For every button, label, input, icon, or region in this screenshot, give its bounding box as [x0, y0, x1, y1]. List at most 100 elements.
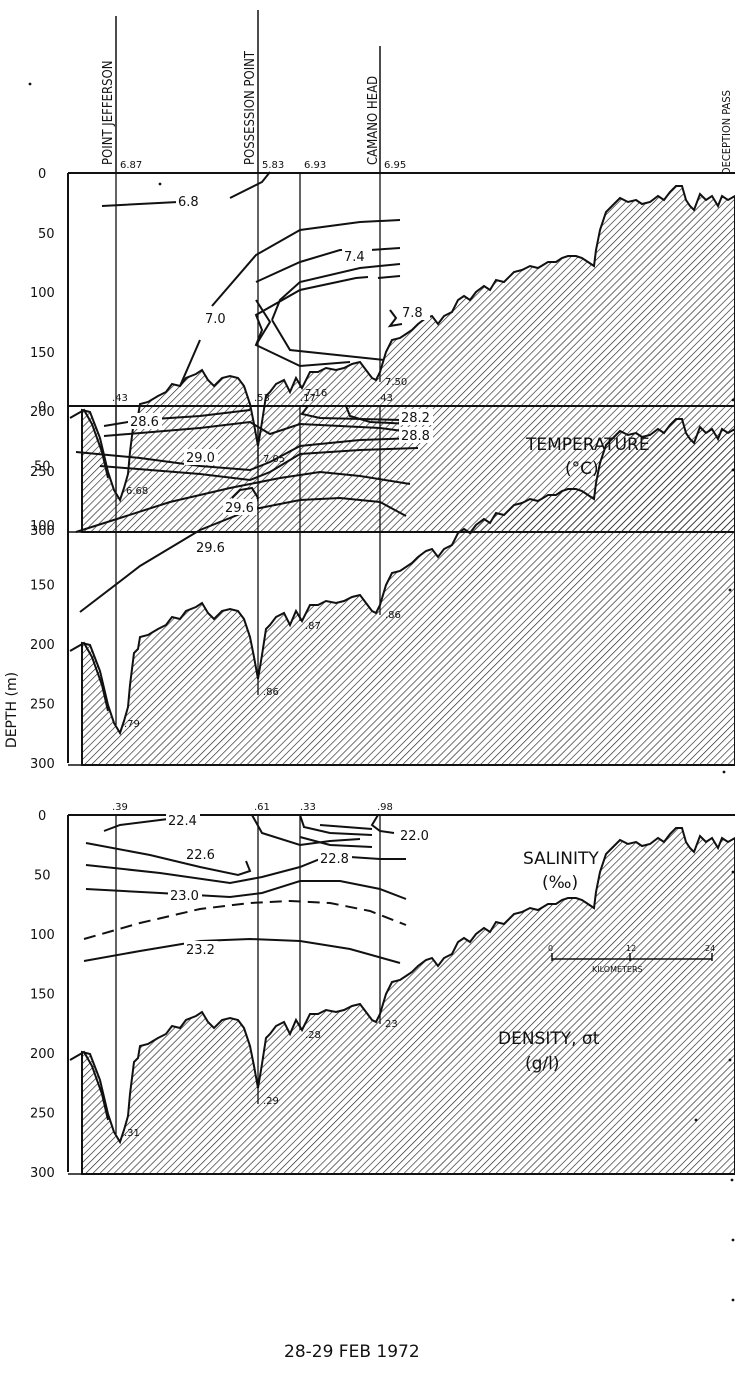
seafloor-bathymetry: [81, 827, 735, 1175]
panel-title: DENSITY, σt (g/l): [498, 1029, 600, 1074]
bottom-value: 7.50: [385, 377, 407, 388]
surface-values: .43 .53 .17 .43: [112, 393, 393, 404]
isoline-labels: 28.2 28.6 28.8 29.0 29.6 29.6: [128, 409, 433, 556]
stray-dot: [728, 588, 732, 592]
panel-title-line2: (‰): [542, 873, 578, 893]
bottom-values: .31 .29 .28 23: [124, 1019, 398, 1139]
depth-tick-label: 250: [30, 465, 55, 480]
bottom-value: .86: [385, 610, 401, 621]
station-label-deception-pass: DECEPTION PASS: [720, 90, 733, 175]
depth-tick-label: 200: [30, 405, 55, 420]
panel-title-line1: SALINITY: [523, 849, 599, 869]
surface-value: 5.83: [262, 160, 284, 171]
depth-tick-label: 200: [30, 1047, 55, 1062]
depth-tick-label: 0: [38, 809, 46, 824]
seafloor-outline-edge: [69, 408, 109, 479]
surface-value: 6.87: [120, 160, 142, 171]
panel-title-line1: DENSITY, σt: [498, 1029, 600, 1049]
surface-values: .39 .61 .33 .98: [112, 802, 393, 813]
figure-annotations: 0 12 24 KILOMETERS 28-29 FEB 1972 DEPTH (m): [4, 82, 735, 1362]
isoline-22.4: [103, 818, 169, 832]
bottom-value: .79: [124, 719, 140, 730]
depth-tick-label: 100: [30, 928, 55, 943]
seafloor-outline-edge: [69, 641, 109, 712]
y-axis-label: DEPTH (m): [4, 672, 20, 748]
bottom-value: 23: [385, 1019, 398, 1030]
stray-dot: [731, 468, 735, 472]
stray-dot: [731, 1238, 735, 1242]
density-panel: 0 50 100 150 200 250 300 .39 .61 .33 .98 .31 .29 .28 2…: [30, 802, 735, 1181]
stray-dot: [731, 398, 735, 402]
depth-tick-label: 50: [34, 869, 51, 884]
salinity-panel: 0 50 100 150 200 250 300 .43 .53 .17 .43 .79 .86 .87.…: [30, 393, 735, 893]
panel-title-line2: (°C): [565, 459, 599, 479]
stray-dot: [722, 770, 726, 774]
isoline-29.0b: [99, 447, 419, 482]
isoline-label: 22.0: [400, 829, 429, 844]
bottom-value: .86: [263, 687, 279, 698]
scale-tick-label: 12: [626, 944, 636, 953]
scale-bar: 0 12 24 KILOMETERS: [548, 944, 715, 974]
scale-bar-label: KILOMETERS: [592, 965, 643, 974]
depth-tick-label: 200: [30, 638, 55, 653]
isoline-7.4b: [254, 275, 401, 346]
depth-ticks: 0 50 100 150 200 250 300: [30, 167, 55, 539]
isoline-label: 7.8: [402, 306, 423, 321]
surface-values: 6.87 5.83 6.93 6.95: [120, 160, 406, 171]
depth-ticks: 0 50 100 150 200 250 300: [30, 809, 55, 1181]
depth-tick-label: 50: [34, 460, 51, 475]
isoline-label: 23.0: [170, 889, 199, 904]
isoline-28.6: [103, 409, 251, 427]
bottom-value: 6.68: [126, 486, 148, 497]
surface-value: .43: [377, 393, 393, 404]
stray-dot: [28, 82, 32, 86]
isoline-29.6-upper: [75, 470, 411, 533]
surface-value: .61: [254, 802, 270, 813]
station-labels: POINT JEFFERSON POSSESSION POINT CAMANO …: [101, 50, 733, 175]
surface-value: .43: [112, 393, 128, 404]
isotherm-labels: 6.8 7.0 7.4 7.8: [176, 193, 430, 327]
surface-value: .39: [112, 802, 128, 813]
station-cast-lines: [115, 406, 381, 725]
surface-value: 6.93: [304, 160, 326, 171]
depth-tick-label: 100: [30, 286, 55, 301]
isoline-23.0: [85, 880, 407, 900]
isoline-label: 7.4: [344, 250, 365, 265]
isoline-23.2: [83, 937, 401, 964]
depth-tick-label: 0: [38, 167, 46, 182]
surface-value: .17: [300, 393, 316, 404]
bottom-values: .79 .86 .87 .86: [124, 610, 401, 730]
depth-tick-label: 300: [30, 757, 55, 772]
surface-value: .53: [254, 393, 270, 404]
isoline-label: 29.6: [196, 541, 225, 556]
scale-tick-label: 0: [548, 944, 553, 953]
depth-tick-label: 300: [30, 524, 55, 539]
isoline-label: 28.2: [401, 411, 430, 426]
stray-dot: [730, 1178, 734, 1182]
isolines: [83, 814, 407, 964]
isoline-29.0: [75, 437, 419, 472]
panel-title: SALINITY (‰): [523, 849, 599, 893]
isoline-28.8: [103, 405, 411, 437]
isoline-7.8: [271, 263, 401, 361]
station-label-possession-point: POSSESSION POINT: [243, 50, 258, 165]
isoline-22.0: [299, 814, 395, 848]
isoline-label: 23.2: [186, 943, 215, 958]
isoline-7.0: [179, 219, 401, 387]
stray-dot: [728, 1058, 732, 1062]
stray-dot: [731, 870, 735, 874]
surface-value: .33: [300, 802, 316, 813]
isoline-22.8: [85, 814, 406, 885]
isoline-labels: 22.0 22.4 22.6 22.8 23.0 23.2: [166, 812, 432, 958]
isoline-label: 22.4: [168, 814, 197, 829]
isoline-label: 29.0: [186, 451, 215, 466]
station-label-camano-head: CAMANO HEAD: [366, 76, 381, 165]
isoline-7.8b: [387, 309, 403, 328]
depth-tick-label: 300: [30, 1166, 55, 1181]
isoline-label: 28.8: [401, 429, 430, 444]
temperature-panel: 0 50 100 150 200 250 300 6.87 5.83 6.93 …: [30, 160, 735, 539]
seafloor-outline-edge: [69, 1050, 109, 1121]
depth-ticks: 0 50 100 150 200 250 300: [30, 400, 55, 772]
date-label: 28-29 FEB 1972: [284, 1342, 420, 1362]
